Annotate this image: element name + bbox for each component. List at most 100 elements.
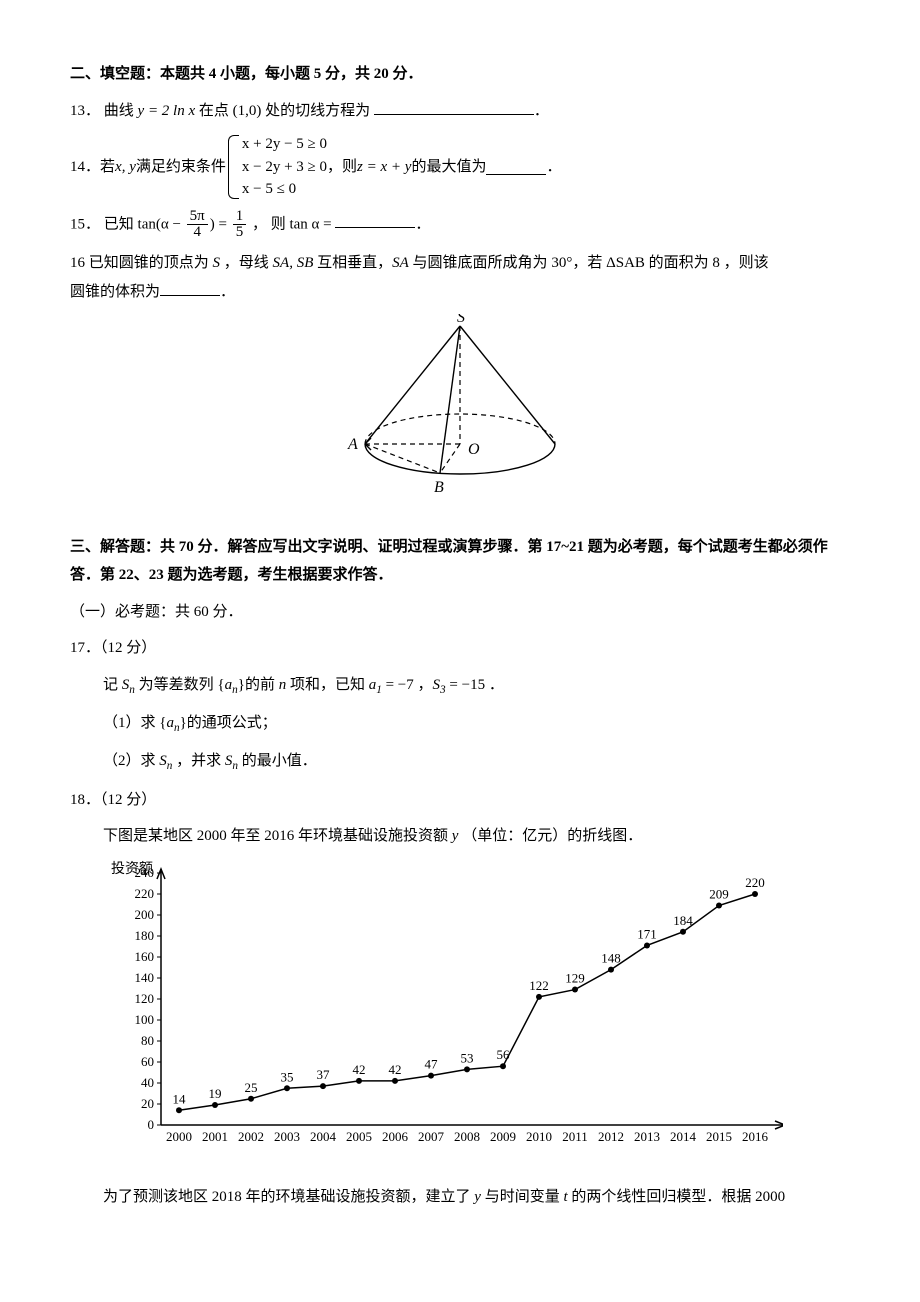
svg-text:2008: 2008 xyxy=(454,1129,480,1144)
q17-p2b: ，并求 xyxy=(172,753,225,769)
svg-text:40: 40 xyxy=(141,1075,154,1090)
q15-blank xyxy=(335,212,415,228)
q14-constraints: x + 2y − 5 ≥ 0 x − 2y + 3 ≥ 0 x − 5 ≤ 0 xyxy=(228,133,327,201)
q16-angle: 30° xyxy=(551,255,572,271)
svg-text:37: 37 xyxy=(317,1067,331,1082)
section-3-sub: （一）必考题：共 60 分． xyxy=(70,598,850,627)
cone-label-S: S xyxy=(457,314,465,326)
q16-tri: ΔSAB xyxy=(606,255,645,271)
q13-blank xyxy=(374,99,534,115)
svg-text:2001: 2001 xyxy=(202,1129,228,1144)
svg-text:220: 220 xyxy=(135,886,155,901)
q17-l1a: 记 xyxy=(103,677,122,693)
q17-p2a: （2）求 xyxy=(103,753,159,769)
q17-num: 17． xyxy=(70,640,100,656)
q17-a1: a1 xyxy=(369,677,382,693)
q14-vars: x, y xyxy=(115,153,136,182)
q16-num: 16 xyxy=(70,255,85,271)
svg-text:19: 19 xyxy=(209,1086,222,1101)
question-17-line1: 记 Sn 为等差数列 {an}的前 n 项和，已知 a1 = −7 ，S3 = … xyxy=(70,671,850,701)
question-14: 14． 若 x, y 满足约束条件 x + 2y − 5 ≥ 0 x − 2y … xyxy=(70,133,850,201)
svg-text:56: 56 xyxy=(497,1047,511,1062)
q15-frac1: 5π4 xyxy=(187,209,208,242)
question-17-p1: （1）求 {an}的通项公式； xyxy=(70,709,850,739)
svg-text:2014: 2014 xyxy=(670,1129,697,1144)
question-15: 15． 已知 tan(α − 5π4) = 15 ， 则 tan α = ． xyxy=(70,209,850,242)
q15-frac2: 15 xyxy=(233,209,247,242)
q18-tail-c: 的两个线性回归模型．根据 2000 xyxy=(568,1189,786,1205)
q17-comma: ， xyxy=(414,677,433,693)
svg-text:140: 140 xyxy=(135,970,155,985)
q14-c2: x − 5 ≤ 0 xyxy=(242,178,327,201)
q13-text-c: 处的切线方程为 xyxy=(265,103,370,119)
svg-text:60: 60 xyxy=(141,1054,154,1069)
q17-p2c: 的最小值． xyxy=(238,753,317,769)
section-2-heading: 二、填空题：本题共 4 小题，每小题 5 分，共 20 分． xyxy=(70,60,850,89)
svg-text:14: 14 xyxy=(173,1091,187,1106)
q17-period: ． xyxy=(485,677,504,693)
q17-seq: {an} xyxy=(217,677,245,693)
section-3-heading: 三、解答题：共 70 分．解答应写出文字说明、证明过程或演算步骤．第 17~21… xyxy=(70,533,850,590)
q14-period: ． xyxy=(546,153,561,182)
svg-text:47: 47 xyxy=(425,1056,439,1071)
q16-text-a: 已知圆锥的顶点为 xyxy=(85,255,213,271)
svg-text:2013: 2013 xyxy=(634,1129,660,1144)
q18-pts: （12 分） xyxy=(100,792,156,808)
svg-text:2003: 2003 xyxy=(274,1129,300,1144)
q14-text-b: 满足约束条件 xyxy=(136,153,226,182)
q14-c1: x − 2y + 3 ≥ 0 xyxy=(242,156,327,179)
q17-pts: （12 分） xyxy=(100,640,156,656)
svg-text:0: 0 xyxy=(148,1117,155,1132)
question-13: 13． 曲线 y = 2 ln x 在点 (1,0) 处的切线方程为 ． xyxy=(70,97,850,126)
q16-text-c: 互相垂直， xyxy=(313,255,392,271)
q16-text-b: ，母线 xyxy=(220,255,273,271)
q17-l1c: 的前 xyxy=(245,677,279,693)
q13-text-a: 曲线 xyxy=(104,103,138,119)
svg-text:184: 184 xyxy=(673,912,693,927)
q18-tail-b: 与时间变量 xyxy=(481,1189,564,1205)
q14-num: 14． xyxy=(70,153,100,182)
q16-SASB: SA, SB xyxy=(273,255,314,271)
svg-text:2012: 2012 xyxy=(598,1129,624,1144)
q18-intro-a: 下图是某地区 2000 年至 2016 年环境基础设施投资额 xyxy=(103,828,452,844)
q16-line2a: 圆锥的体积为 xyxy=(70,284,160,300)
q15-frac1-den: 4 xyxy=(187,225,208,241)
q17-l1d: 项和，已知 xyxy=(286,677,369,693)
question-17-p2: （2）求 Sn ，并求 Sn 的最小值． xyxy=(70,747,850,777)
svg-text:80: 80 xyxy=(141,1033,154,1048)
q16-text-e: ，若 xyxy=(572,255,606,271)
question-17-head: 17．（12 分） xyxy=(70,634,850,663)
q14-text-c: ，则 xyxy=(327,153,357,182)
svg-text:129: 129 xyxy=(565,970,585,985)
q16-area: 8 xyxy=(712,255,720,271)
svg-text:2002: 2002 xyxy=(238,1129,264,1144)
q13-period: ． xyxy=(534,103,549,119)
q14-obj: z = x + y xyxy=(357,153,411,182)
cone-label-A: A xyxy=(347,436,358,453)
q15-period: ． xyxy=(415,216,430,232)
q16-text-d: 与圆锥底面所成角为 xyxy=(409,255,552,271)
cone-svg: S A O B xyxy=(330,314,590,504)
q16-period: ． xyxy=(220,284,235,300)
svg-text:2005: 2005 xyxy=(346,1129,372,1144)
q13-point: (1,0) xyxy=(233,103,262,119)
q15-text-b: ， 则 xyxy=(252,216,290,232)
svg-text:35: 35 xyxy=(281,1069,294,1084)
svg-text:2011: 2011 xyxy=(562,1129,588,1144)
q18-tail-a: 为了预测该地区 2018 年的环境基础设施投资额，建立了 xyxy=(103,1189,474,1205)
q18-intro-b: （单位：亿元）的折线图． xyxy=(458,828,642,844)
q14-c0: x + 2y − 5 ≥ 0 xyxy=(242,133,327,156)
q14-text-a: 若 xyxy=(100,153,115,182)
svg-text:2009: 2009 xyxy=(490,1129,516,1144)
cone-figure: S A O B xyxy=(70,314,850,515)
svg-text:2000: 2000 xyxy=(166,1129,192,1144)
cone-label-O: O xyxy=(468,441,480,458)
line-chart-container: 投资额年份02040608010012014016018020022024020… xyxy=(70,859,850,1170)
q16-blank xyxy=(160,280,220,296)
q16-S: S xyxy=(213,255,221,271)
svg-text:122: 122 xyxy=(529,978,549,993)
q14-blank xyxy=(486,159,546,175)
svg-text:2015: 2015 xyxy=(706,1129,732,1144)
q15-lhs-a: tan(α − xyxy=(138,216,185,232)
question-18-tail: 为了预测该地区 2018 年的环境基础设施投资额，建立了 y 与时间变量 t 的… xyxy=(70,1183,850,1212)
